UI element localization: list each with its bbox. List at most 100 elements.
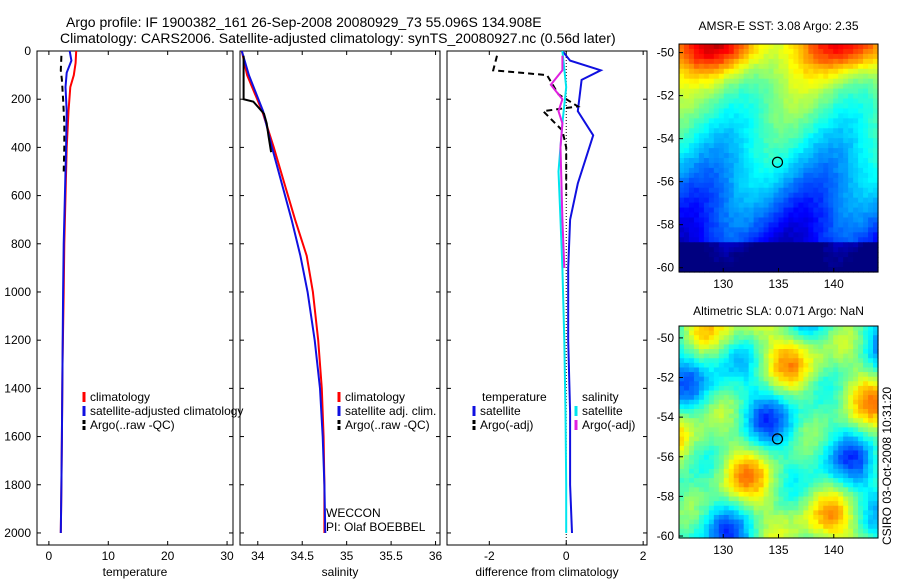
- sst-map-cell: [788, 63, 795, 70]
- sst-map-cell: [693, 78, 700, 85]
- sst-map-cell: [868, 252, 874, 258]
- sla-map-cell: [723, 496, 730, 502]
- sla-map-cell: [753, 501, 760, 507]
- sst-map-cell: [718, 88, 725, 95]
- sla-map-cell: [858, 408, 864, 415]
- sla-map-cell: [763, 445, 770, 452]
- sst-map-cell: [733, 63, 740, 70]
- sla-map-cell: [843, 505, 849, 511]
- sst-map-cell: [848, 68, 854, 75]
- sst-map-cell: [753, 83, 760, 90]
- sst-map-cell: [778, 252, 785, 258]
- sla-map-cell: [693, 376, 700, 382]
- sla-map-cell: [828, 450, 834, 456]
- sla-map-cell: [728, 528, 735, 534]
- sla-map-cell: [808, 344, 814, 350]
- sst-map-cell: [743, 257, 750, 263]
- sst-map-cell: [688, 48, 695, 55]
- sst-map-cell: [823, 63, 829, 70]
- sla-map-cell: [848, 450, 854, 456]
- sla-map-cell: [798, 459, 804, 465]
- sst-map-cell: [693, 242, 700, 248]
- sla-map-cell: [778, 450, 785, 456]
- sst-map-cell: [813, 212, 819, 219]
- sst-map-cell: [688, 133, 695, 139]
- sst-map-cell: [813, 108, 819, 114]
- sla-map-cell: [748, 399, 755, 405]
- sst-map-cell: [693, 103, 700, 110]
- sst-map-cell: [733, 217, 740, 224]
- sla-map-cell: [728, 505, 735, 511]
- sla-map-cell: [868, 445, 874, 452]
- sst-map-cell: [698, 53, 705, 60]
- sst-map-cell: [698, 262, 705, 268]
- sla-map-cell: [778, 390, 785, 396]
- sst-map-cell: [793, 192, 799, 199]
- sst-map-cell: [868, 148, 874, 154]
- sla-map-cell: [818, 459, 824, 465]
- sla-map-cell: [783, 501, 790, 507]
- sla-map-cell: [823, 376, 829, 382]
- sla-map-cell: [718, 422, 725, 428]
- sla-map-cell: [803, 501, 809, 507]
- sst-map-cell: [683, 202, 690, 209]
- sla-map-cell: [718, 505, 725, 511]
- sst-map-cell: [693, 158, 700, 164]
- sla-map-cell: [798, 505, 804, 511]
- sst-map-cell: [813, 252, 819, 258]
- sla-map-cell: [723, 422, 730, 428]
- sst-map-cell: [833, 187, 839, 194]
- sst-map-cell: [758, 257, 765, 263]
- sst-map-cell: [823, 88, 829, 95]
- sst-map-cell: [818, 252, 824, 258]
- sst-map-cell: [793, 48, 799, 55]
- sst-map-cell: [843, 108, 849, 114]
- sst-map-cell: [718, 187, 725, 194]
- sst-map-cell: [768, 148, 775, 154]
- sst-map-cell: [768, 267, 775, 273]
- sst-map-cell: [838, 73, 844, 80]
- sla-map-cell: [833, 464, 839, 470]
- sla-map-cell: [703, 496, 710, 502]
- sst-map-cell: [698, 133, 705, 139]
- sst-map-cell: [713, 143, 720, 149]
- sst-map-cell: [818, 237, 824, 243]
- sla-map-cell: [863, 505, 869, 511]
- sla-map-cell: [738, 478, 745, 484]
- sst-map-cell: [748, 217, 755, 224]
- sla-map-cell: [808, 381, 814, 387]
- sla-map-cell: [813, 432, 819, 438]
- temperature-ytick-label: 1400: [4, 381, 31, 395]
- sla-map-cell: [823, 390, 829, 396]
- sla-map-cell: [818, 413, 824, 419]
- sst-map-cell: [838, 167, 844, 174]
- sst-map-cell: [803, 242, 809, 248]
- sla-map-cell: [828, 372, 834, 378]
- sst-map-cell: [748, 232, 755, 238]
- sla-map-cell: [798, 399, 804, 405]
- sla-map-cell: [798, 436, 804, 442]
- sla-map-cell: [783, 519, 790, 525]
- sla-map-cell: [753, 519, 760, 525]
- sla-map-cell: [858, 362, 864, 369]
- sla-map-cell: [828, 478, 834, 484]
- sla-map-cell: [873, 524, 879, 530]
- sst-map-cell: [828, 113, 834, 119]
- sla-map-cell: [828, 353, 834, 359]
- sla-map-cell: [703, 326, 710, 332]
- sla-map-cell: [728, 450, 735, 456]
- sla-map-cell: [833, 487, 839, 493]
- sst-map-cell: [748, 242, 755, 248]
- sla-map-cell: [833, 441, 839, 447]
- sla-map-cell: [768, 418, 775, 424]
- sla-map-cell: [798, 441, 804, 447]
- sla-map-cell: [818, 473, 824, 479]
- sst-map-cell: [813, 267, 819, 273]
- sst-map-cell: [798, 262, 804, 268]
- sst-map-cell: [798, 148, 804, 154]
- sst-map-cell: [843, 98, 849, 105]
- sla-map-cell: [679, 487, 685, 493]
- sst-map-cell: [788, 217, 795, 224]
- sla-map-cell: [703, 473, 710, 479]
- sla-map-cell: [783, 422, 790, 428]
